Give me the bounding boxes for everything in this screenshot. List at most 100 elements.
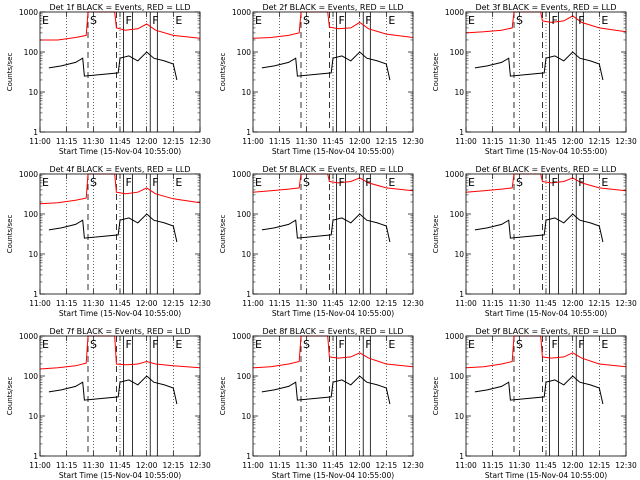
x-tick-label: 11:15	[56, 461, 78, 470]
y-tick-label: 100	[24, 48, 39, 57]
x-tick-label: 12:00	[349, 461, 371, 470]
y-tick-label: 1000	[19, 332, 38, 341]
marker-label: S	[303, 14, 310, 27]
detector-panel: E S F F E 1 10 100 1000 11:00 11:15 11:30 11:45 12:00…	[432, 3, 637, 156]
x-tick-label: 11:45	[109, 299, 131, 308]
marker-label: E	[388, 14, 395, 27]
x-tick-label: 11:00	[455, 299, 477, 308]
x-tick-label: 11:30	[296, 137, 318, 146]
y-tick-label: 1	[246, 128, 251, 137]
marker-label: F	[552, 14, 558, 27]
y-tick-label: 1000	[232, 332, 251, 341]
x-tick-label: 11:45	[535, 461, 557, 470]
marker-label: E	[388, 338, 395, 351]
y-tick-label: 1000	[445, 8, 464, 17]
y-tick-label: 10	[454, 250, 464, 259]
x-tick-label: 12:15	[163, 299, 185, 308]
y-tick-label: 100	[24, 372, 39, 381]
x-tick-label: 12:30	[189, 137, 211, 146]
lld-series-line	[40, 11, 201, 41]
x-tick-label: 11:15	[56, 137, 78, 146]
events-series-line	[261, 51, 391, 81]
x-tick-label: 12:00	[136, 137, 158, 146]
x-axis-label: Start Time (15-Nov-04 10:55:00)	[272, 471, 394, 480]
x-axis-label: Start Time (15-Nov-04 10:55:00)	[59, 309, 181, 318]
events-series-line	[261, 213, 391, 243]
detector-panel: E S F F E 1 10 100 1000 11:00 11:15 11:30 11:45 12:00…	[6, 165, 211, 318]
marker-label: F	[552, 338, 558, 351]
x-tick-label: 12:30	[402, 299, 424, 308]
x-tick-label: 12:00	[349, 299, 371, 308]
y-axis-label: Counts/sec	[6, 53, 14, 92]
marker-label: F	[339, 338, 345, 351]
y-axis-label: Counts/sec	[219, 53, 227, 92]
x-tick-label: 11:15	[482, 137, 504, 146]
x-tick-label: 12:30	[615, 137, 637, 146]
y-tick-label: 10	[28, 412, 38, 421]
marker-label: F	[552, 176, 558, 189]
y-axis-label: Counts/sec	[219, 377, 227, 416]
marker-label: F	[126, 14, 132, 27]
events-series-line	[474, 51, 604, 81]
x-tick-label: 12:15	[163, 137, 185, 146]
y-tick-label: 1	[246, 290, 251, 299]
x-tick-label: 12:15	[589, 137, 611, 146]
x-tick-label: 11:00	[455, 461, 477, 470]
events-series-line	[474, 375, 604, 405]
y-tick-label: 1000	[445, 170, 464, 179]
marker-label: F	[152, 338, 158, 351]
marker-label: S	[516, 338, 523, 351]
marker-label: F	[126, 176, 132, 189]
y-tick-label: 100	[237, 210, 252, 219]
lld-series-line	[465, 173, 627, 193]
x-tick-label: 11:00	[242, 461, 264, 470]
x-tick-label: 11:15	[482, 461, 504, 470]
x-tick-label: 12:15	[376, 137, 398, 146]
chart-title: Det 3f BLACK = Events, RED = LLD	[475, 3, 616, 12]
y-tick-label: 1	[459, 452, 464, 461]
marker-label: E	[175, 14, 182, 27]
x-axis-label: Start Time (15-Nov-04 10:55:00)	[59, 147, 181, 156]
x-tick-label: 12:00	[349, 137, 371, 146]
events-series-line	[48, 375, 178, 405]
y-tick-label: 1	[33, 290, 38, 299]
marker-label: F	[365, 176, 371, 189]
marker-label: S	[303, 338, 310, 351]
marker-label: S	[90, 176, 97, 189]
lld-series-line	[39, 173, 201, 205]
x-tick-label: 11:00	[455, 137, 477, 146]
x-axis-label: Start Time (15-Nov-04 10:55:00)	[272, 147, 394, 156]
lld-series-line	[465, 11, 627, 34]
marker-label: E	[175, 176, 182, 189]
y-tick-label: 1000	[445, 332, 464, 341]
x-tick-label: 11:45	[322, 461, 344, 470]
y-tick-label: 10	[454, 412, 464, 421]
y-tick-label: 100	[450, 210, 465, 219]
x-axis-label: Start Time (15-Nov-04 10:55:00)	[485, 147, 607, 156]
x-tick-label: 11:30	[296, 299, 318, 308]
events-series-line	[261, 375, 391, 405]
detector-panel: E S F F E 1 10 100 1000 11:00 11:15 11:30 11:45 12:00…	[432, 165, 637, 318]
y-tick-label: 100	[24, 210, 39, 219]
x-tick-label: 11:45	[109, 137, 131, 146]
x-axis-label: Start Time (15-Nov-04 10:55:00)	[485, 309, 607, 318]
marker-label: E	[42, 176, 49, 189]
x-tick-label: 12:30	[189, 299, 211, 308]
x-tick-label: 12:00	[562, 299, 584, 308]
x-axis-label: Start Time (15-Nov-04 10:55:00)	[485, 471, 607, 480]
x-tick-label: 12:15	[163, 461, 185, 470]
y-tick-label: 1	[459, 128, 464, 137]
lld-series-line	[252, 173, 414, 193]
marker-label: F	[578, 14, 584, 27]
y-tick-label: 10	[241, 412, 251, 421]
marker-label: E	[255, 14, 262, 27]
lld-series-line	[39, 335, 201, 370]
marker-label: F	[152, 14, 158, 27]
marker-label: E	[601, 176, 608, 189]
chart-title: Det 4f BLACK = Events, RED = LLD	[49, 165, 190, 174]
marker-label: F	[126, 338, 132, 351]
marker-label: E	[468, 338, 475, 351]
x-tick-label: 11:30	[509, 299, 531, 308]
x-tick-label: 11:45	[535, 137, 557, 146]
x-tick-label: 11:00	[242, 299, 264, 308]
